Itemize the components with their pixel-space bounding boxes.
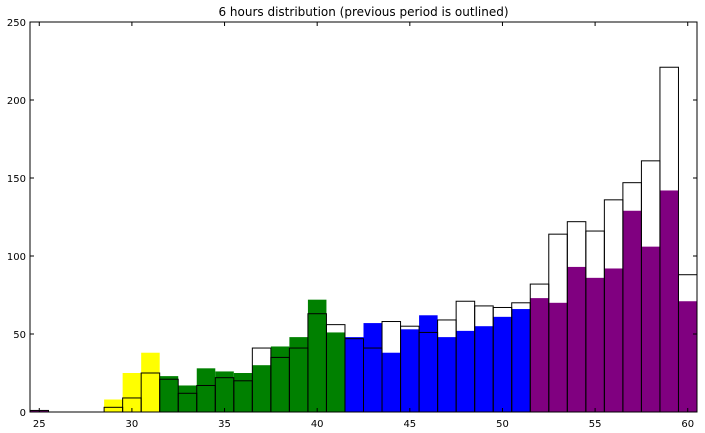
bar-filled-52 <box>530 298 549 412</box>
bar-filled-43 <box>363 323 383 412</box>
bar-filled-40 <box>307 299 327 412</box>
x-axis-ticks: 25 30 35 40 45 50 55 60 <box>33 22 694 430</box>
bar-filled-59 <box>659 190 679 412</box>
chart-title: 6 hours distribution (previous period is… <box>218 5 508 19</box>
y-tick-label-0: 0 <box>20 408 26 419</box>
filled-bars <box>30 190 697 412</box>
bar-filled-55 <box>585 277 605 412</box>
bar-filled-45 <box>400 329 420 412</box>
y-axis-ticks: 0 50 100 150 200 250 <box>7 18 697 419</box>
bar-filled-41 <box>326 332 345 412</box>
x-tick-label-35: 35 <box>218 419 231 430</box>
bar-filled-51 <box>511 309 531 412</box>
y-tick-label-200: 200 <box>7 96 26 107</box>
y-tick-label-100: 100 <box>7 252 26 263</box>
y-tick-label-50: 50 <box>13 330 26 341</box>
bar-filled-33 <box>178 385 197 412</box>
bar-filled-48 <box>456 330 475 412</box>
x-tick-label-30: 30 <box>126 419 139 430</box>
x-tick-label-45: 45 <box>403 419 416 430</box>
x-tick-label-55: 55 <box>589 419 602 430</box>
x-tick-label-60: 60 <box>681 419 694 430</box>
bar-filled-60 <box>678 301 697 412</box>
x-tick-label-50: 50 <box>496 419 509 430</box>
bar-filled-49 <box>474 326 494 412</box>
bar-filled-54 <box>567 266 586 412</box>
bar-filled-50 <box>493 316 512 412</box>
y-tick-label-250: 250 <box>7 18 26 29</box>
bar-filled-35 <box>215 371 234 412</box>
bar-filled-30 <box>122 373 142 412</box>
x-tick-label-40: 40 <box>311 419 324 430</box>
bar-filled-44 <box>382 352 401 412</box>
bar-filled-57 <box>622 210 642 412</box>
bar-filled-34 <box>196 368 216 412</box>
bar-filled-39 <box>289 337 308 412</box>
bar-filled-36 <box>233 373 253 412</box>
bar-filled-32 <box>159 376 179 412</box>
bar-filled-38 <box>270 346 290 412</box>
bar-filled-29 <box>104 399 123 412</box>
plot-frame <box>29 21 698 413</box>
bar-filled-53 <box>548 302 568 412</box>
bar-filled-56 <box>604 268 623 412</box>
bar-filled-58 <box>641 246 660 412</box>
bar-filled-42 <box>344 337 364 412</box>
x-tick-label-25: 25 <box>33 419 46 430</box>
bar-filled-37 <box>252 365 271 412</box>
bar-filled-46 <box>419 315 438 412</box>
y-tick-label-150: 150 <box>7 174 26 185</box>
bar-filled-31 <box>141 352 160 412</box>
bar-filled-47 <box>437 337 457 412</box>
